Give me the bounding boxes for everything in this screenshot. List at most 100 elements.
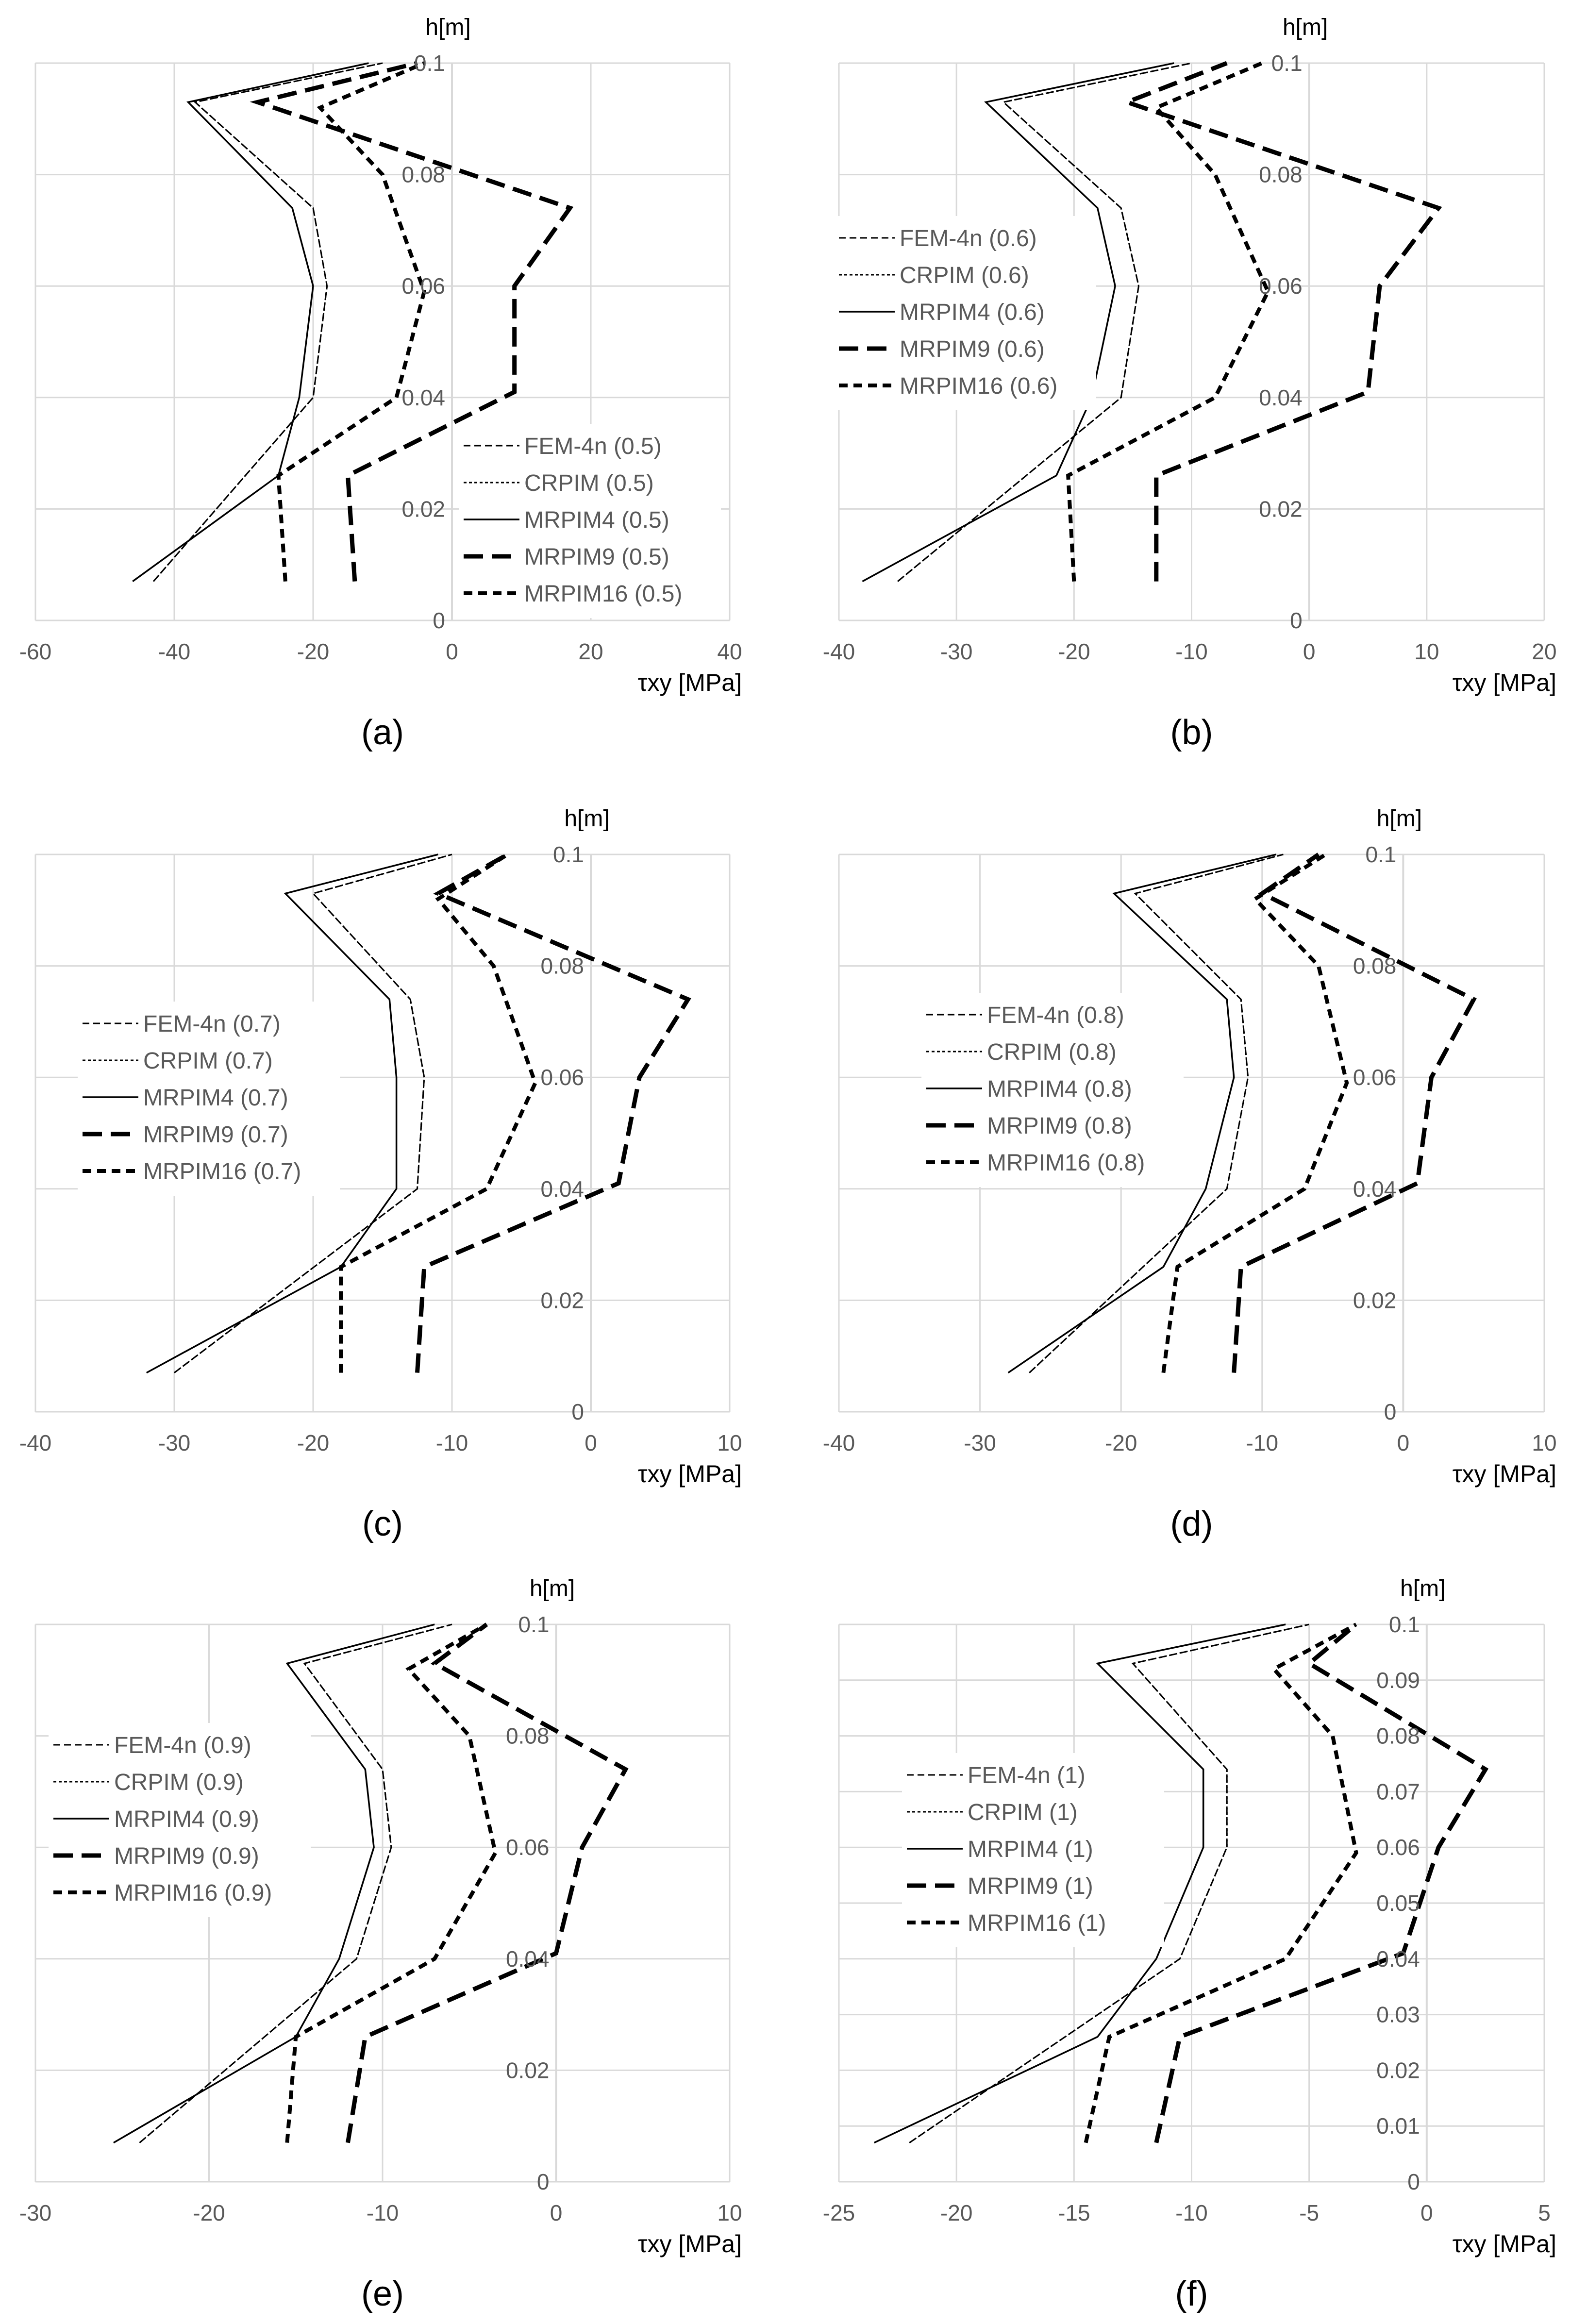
x-tick-label: 0 xyxy=(1420,2200,1433,2225)
legend-label: FEM-4n (0.7) xyxy=(143,1011,281,1037)
x-tick-label: -5 xyxy=(1299,2200,1319,2225)
series-line-mrpim16 xyxy=(339,853,537,1373)
panel-caption: (d) xyxy=(1170,1505,1213,1543)
legend-label: FEM-4n (0.5) xyxy=(524,434,662,459)
x-tick-label: 40 xyxy=(717,639,742,664)
legend-label: FEM-4n (0.9) xyxy=(114,1733,251,1758)
series-line-mrpim9 xyxy=(346,1622,629,2143)
legend-label: MRPIM9 (0.9) xyxy=(114,1843,259,1869)
series-line-crpim xyxy=(139,1623,452,2143)
y-tick-label: 0.1 xyxy=(1271,50,1303,76)
y-tick-label: 0.02 xyxy=(1259,496,1303,521)
y-tick-label: 0.1 xyxy=(1389,1612,1420,1637)
x-tick-label: -10 xyxy=(1246,1430,1278,1455)
panel-caption: (e) xyxy=(361,2274,404,2313)
y-axis-title: h[m] xyxy=(530,1576,575,1602)
x-tick-label: -25 xyxy=(823,2200,855,2225)
y-tick-label: 0.02 xyxy=(506,2057,550,2083)
legend-label: MRPIM4 (1) xyxy=(968,1837,1093,1862)
x-tick-label: -60 xyxy=(19,639,51,664)
panel-caption: (a) xyxy=(361,713,404,752)
legend-label: MRPIM9 (1) xyxy=(968,1873,1093,1899)
legend-label: MRPIM16 (1) xyxy=(968,1910,1106,1936)
legend-label: MRPIM4 (0.5) xyxy=(524,507,669,533)
legend-label: MRPIM9 (0.7) xyxy=(143,1122,288,1148)
y-tick-label: 0.04 xyxy=(1259,385,1303,410)
x-tick-label: -20 xyxy=(1058,639,1090,664)
series-line-mrpim9 xyxy=(415,853,691,1373)
x-axis-title: τxy [MPa] xyxy=(1453,2230,1556,2257)
series-line-mrpim9 xyxy=(1232,853,1477,1373)
x-tick-label: 0 xyxy=(550,2200,563,2225)
x-tick-label: -40 xyxy=(823,1430,855,1455)
legend-label: CRPIM (0.7) xyxy=(143,1048,273,1074)
x-tick-label: 0 xyxy=(1303,639,1316,664)
y-tick-label: 0.08 xyxy=(1259,162,1303,187)
series-line-mrpim16 xyxy=(276,61,426,582)
y-axis-title: h[m] xyxy=(1377,806,1422,832)
legend: FEM-4n (0.8) CRPIM (0.8) MRPIM4 (0.8) MRPIM… xyxy=(921,993,1184,1187)
y-tick-label: 0.08 xyxy=(506,1723,550,1749)
y-tick-label: 0.06 xyxy=(401,273,445,299)
x-tick-label: 0 xyxy=(446,639,458,664)
series-line-mrpim4 xyxy=(1007,853,1277,1374)
legend-label: MRPIM16 (0.7) xyxy=(143,1159,301,1185)
y-tick-label: 0.04 xyxy=(401,385,445,410)
chart-panel: 0 0.01 0.02 0.03 0.04 0.05 0.06 0.07 0.08 0.09 0.1… xyxy=(823,1576,1556,2313)
series-line-crpim xyxy=(897,62,1192,582)
x-tick-label: -40 xyxy=(19,1430,51,1455)
y-tick-label: 0 xyxy=(537,2169,550,2194)
legend-background xyxy=(834,216,1096,410)
x-tick-label: -10 xyxy=(1175,2200,1207,2225)
legend-label: MRPIM9 (0.8) xyxy=(987,1113,1132,1139)
legend-label: FEM-4n (0.8) xyxy=(987,1003,1124,1028)
x-axis-title: τxy [MPa] xyxy=(1453,1460,1556,1488)
legend-label: MRPIM16 (0.5) xyxy=(524,581,682,607)
y-tick-label: 0 xyxy=(1407,2169,1420,2194)
chart-panel: 0 0.02 0.04 0.06 0.08 0.1 -40 -30 -20 -10 0 10 h[m] τ… xyxy=(19,806,742,1543)
x-tick-label: -30 xyxy=(940,639,972,664)
y-tick-label: 0.08 xyxy=(540,953,584,979)
legend-label: MRPIM9 (0.5) xyxy=(524,544,669,570)
series-line-mrpim4 xyxy=(862,62,1174,583)
x-tick-label: 0 xyxy=(1397,1430,1410,1455)
x-tick-label: -15 xyxy=(1058,2200,1090,2225)
y-tick-label: 0.06 xyxy=(1376,1835,1420,1860)
y-tick-label: 0.02 xyxy=(540,1287,584,1313)
legend-label: MRPIM16 (0.9) xyxy=(114,1880,272,1906)
x-tick-label: -20 xyxy=(940,2200,972,2225)
x-axis-title: τxy [MPa] xyxy=(638,669,742,696)
x-tick-label: -20 xyxy=(1105,1430,1137,1455)
x-tick-label: -40 xyxy=(823,639,855,664)
series-line-mrpim9 xyxy=(1120,61,1442,582)
legend-label: MRPIM4 (0.9) xyxy=(114,1806,259,1832)
y-axis-title: h[m] xyxy=(1283,15,1328,40)
series-line-mrpim16 xyxy=(1161,853,1349,1373)
legend: FEM-4n (0.7) CRPIM (0.7) MRPIM4 (0.7) MRPIM… xyxy=(78,1002,340,1196)
series-line-crpim xyxy=(1029,853,1284,1373)
series-line-mrpim16 xyxy=(1084,1622,1358,2143)
legend: FEM-4n (0.9) CRPIM (0.9) MRPIM4 (0.9) MRPIM… xyxy=(49,1723,311,1917)
y-tick-label: 0.02 xyxy=(1353,1287,1397,1313)
chart-panel: 0 0.02 0.04 0.06 0.08 0.1 -40 -30 -20 -10 0 10 20 h[m… xyxy=(823,15,1557,752)
y-tick-label: 0 xyxy=(433,608,445,633)
y-tick-label: 0.04 xyxy=(1376,1946,1420,1972)
legend-label: FEM-4n (0.6) xyxy=(900,226,1037,251)
y-tick-label: 0.06 xyxy=(1353,1065,1397,1090)
legend-label: CRPIM (0.9) xyxy=(114,1770,244,1795)
legend-label: FEM-4n (1) xyxy=(968,1763,1086,1789)
y-tick-label: 0.02 xyxy=(1376,2057,1420,2083)
y-axis-title: h[m] xyxy=(425,15,470,40)
y-tick-label: 0.08 xyxy=(1376,1723,1420,1749)
x-tick-label: -30 xyxy=(19,2200,51,2225)
x-axis-title: τxy [MPa] xyxy=(638,1460,742,1488)
y-tick-label: 0.1 xyxy=(518,1612,550,1637)
y-tick-label: 0 xyxy=(1290,608,1303,633)
x-tick-label: -20 xyxy=(297,639,329,664)
x-tick-label: -20 xyxy=(297,1430,329,1455)
legend-label: CRPIM (0.5) xyxy=(524,470,654,496)
x-axis-title: τxy [MPa] xyxy=(1453,669,1556,696)
x-tick-label: 10 xyxy=(1414,639,1439,664)
panel-caption: (f) xyxy=(1175,2274,1208,2313)
legend-label: MRPIM4 (0.8) xyxy=(987,1076,1132,1102)
